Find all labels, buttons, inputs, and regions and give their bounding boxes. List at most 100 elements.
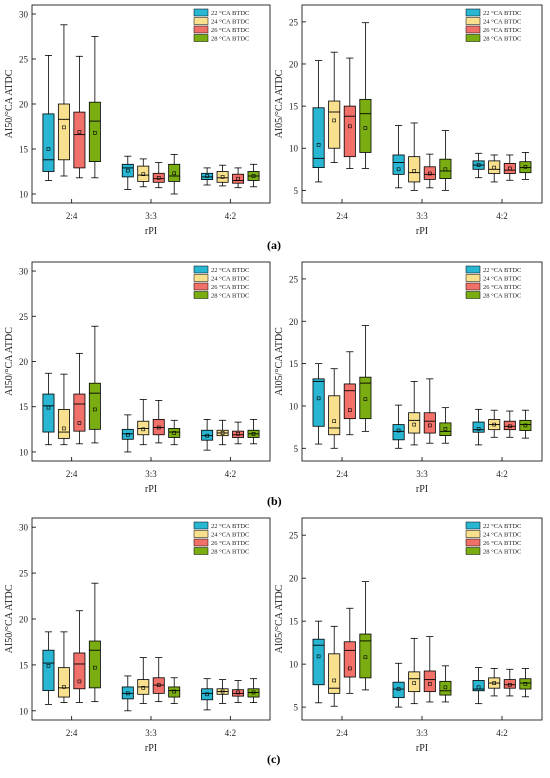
box-mean — [347, 666, 352, 671]
box-mean — [427, 682, 432, 686]
x-axis-label: rPI — [416, 743, 428, 754]
box-mean — [236, 432, 240, 436]
box-4:2-26 °CA BTDC — [503, 668, 516, 697]
box-iqr — [343, 641, 356, 678]
legend-label: 24 °CA BTDC — [483, 19, 521, 26]
box-3:3-24 °CA BTDC — [137, 657, 150, 704]
box-iqr — [328, 100, 341, 149]
box-3:3-24 °CA BTDC — [137, 399, 150, 446]
legend-label: 26 °CA BTDC — [211, 284, 249, 291]
x-axis-label: rPI — [145, 226, 157, 237]
y-tick-label: 20 — [289, 59, 299, 69]
legend-swatch — [465, 282, 481, 291]
box-mean — [363, 655, 368, 660]
box-mean — [125, 168, 130, 173]
box-mean — [476, 163, 481, 167]
box-iqr — [216, 171, 229, 183]
y-tick-label: 10 — [19, 447, 29, 457]
box-2:4-22 °CA BTDC — [42, 372, 55, 446]
box-mean — [93, 131, 97, 135]
box-mean — [332, 118, 337, 123]
box-3:3-22 °CA BTDC — [121, 675, 134, 712]
box-4:2-24 °CA BTDC — [216, 419, 229, 446]
x-axis-label: rPI — [416, 484, 428, 495]
box-iqr — [152, 677, 165, 694]
box-iqr — [312, 378, 325, 427]
box-4:2-28 °CA BTDC — [519, 409, 532, 439]
box-iqr — [42, 393, 55, 433]
box-mean — [443, 685, 448, 690]
box-mean — [77, 421, 82, 425]
box-2:4-26 °CA BTDC — [343, 607, 356, 694]
x-tick-label: 3:3 — [416, 211, 428, 221]
legend-label: 22 °CA BTDC — [483, 523, 521, 530]
box-iqr — [312, 107, 325, 169]
x-tick-label: 4:2 — [225, 211, 237, 221]
box-2:4-28 °CA BTDC — [88, 325, 101, 444]
box-iqr — [392, 681, 405, 699]
x-tick-label: 4:2 — [496, 728, 508, 738]
box-mean — [427, 423, 432, 428]
box-mean — [492, 681, 497, 685]
x-tick-label: 2:4 — [66, 469, 78, 479]
box-iqr — [57, 409, 70, 439]
box-iqr — [343, 105, 356, 158]
box-mean — [62, 426, 66, 431]
legend-swatch — [193, 291, 209, 299]
box-mean — [443, 427, 448, 431]
box-iqr — [152, 172, 165, 183]
y-tick-label: 15 — [19, 402, 29, 412]
legend-label: 28 °CA BTDC — [483, 549, 521, 556]
box-iqr — [88, 640, 101, 689]
box-mean — [62, 125, 66, 130]
box-iqr — [392, 154, 405, 175]
legend-swatch — [465, 265, 481, 274]
chart-panel-b-left: 10 15 20 25 30 AI50/°CA ATDC 2:4 3:3 4:2 rPI 22 °C… — [4, 261, 271, 495]
y-tick-label: 10 — [289, 660, 299, 670]
caption-c: (c) — [267, 752, 281, 766]
caption-b: (b) — [267, 494, 282, 508]
box-iqr — [152, 418, 165, 436]
y-tick-label: 10 — [289, 401, 299, 411]
box-2:4-22 °CA BTDC — [312, 620, 325, 704]
box-4:2-22 °CA BTDC — [201, 678, 214, 711]
box-2:4-24 °CA BTDC — [328, 51, 341, 163]
box-2:4-28 °CA BTDC — [359, 581, 372, 691]
y-tick-label: 5 — [294, 444, 299, 454]
legend-label: 28 °CA BTDC — [211, 549, 249, 556]
box-2:4-26 °CA BTDC — [343, 351, 356, 436]
box-3:3-28 °CA BTDC — [168, 677, 181, 704]
box-4:2-28 °CA BTDC — [247, 418, 260, 445]
box-mean — [507, 682, 512, 687]
y-tick-label: 20 — [19, 100, 29, 110]
box-4:2-24 °CA BTDC — [488, 154, 501, 183]
legend-swatch — [193, 265, 209, 274]
y-axis-label: AI50/°CA ATDC — [4, 69, 15, 138]
y-tick-label: 30 — [19, 267, 29, 277]
box-mean — [523, 164, 528, 169]
x-tick-label: 2:4 — [66, 211, 78, 221]
box-iqr — [232, 430, 245, 438]
chart-panel-c-left: 10 15 20 25 30 AI50/°CA ATDC 2:4 3:3 4:2 rPI 22 °C… — [4, 517, 271, 754]
box-mean — [236, 690, 240, 695]
box-mean — [220, 689, 225, 694]
box-iqr — [488, 160, 501, 174]
box-iqr — [232, 173, 245, 184]
box-3:3-28 °CA BTDC — [168, 419, 181, 446]
legend-label: 26 °CA BTDC — [483, 27, 521, 34]
legend-swatch — [465, 521, 481, 530]
box-mean — [332, 678, 337, 683]
box-iqr — [137, 165, 150, 182]
box-mean — [93, 665, 97, 670]
box-4:2-22 °CA BTDC — [472, 408, 485, 446]
box-iqr — [423, 166, 436, 180]
box-2:4-26 °CA BTDC — [73, 610, 86, 703]
box-mean — [46, 405, 51, 410]
chart-panel-a-left: 10 15 20 25 30 AI50/°CA ATDC 2:4 3:3 4:2 rPI 22 °C… — [4, 4, 271, 237]
x-tick-label: 4:2 — [225, 469, 237, 479]
legend-swatch — [465, 8, 481, 17]
box-iqr — [88, 382, 101, 430]
x-tick-label: 4:2 — [225, 728, 237, 738]
box-iqr — [201, 688, 214, 701]
legend-swatch — [193, 547, 209, 555]
